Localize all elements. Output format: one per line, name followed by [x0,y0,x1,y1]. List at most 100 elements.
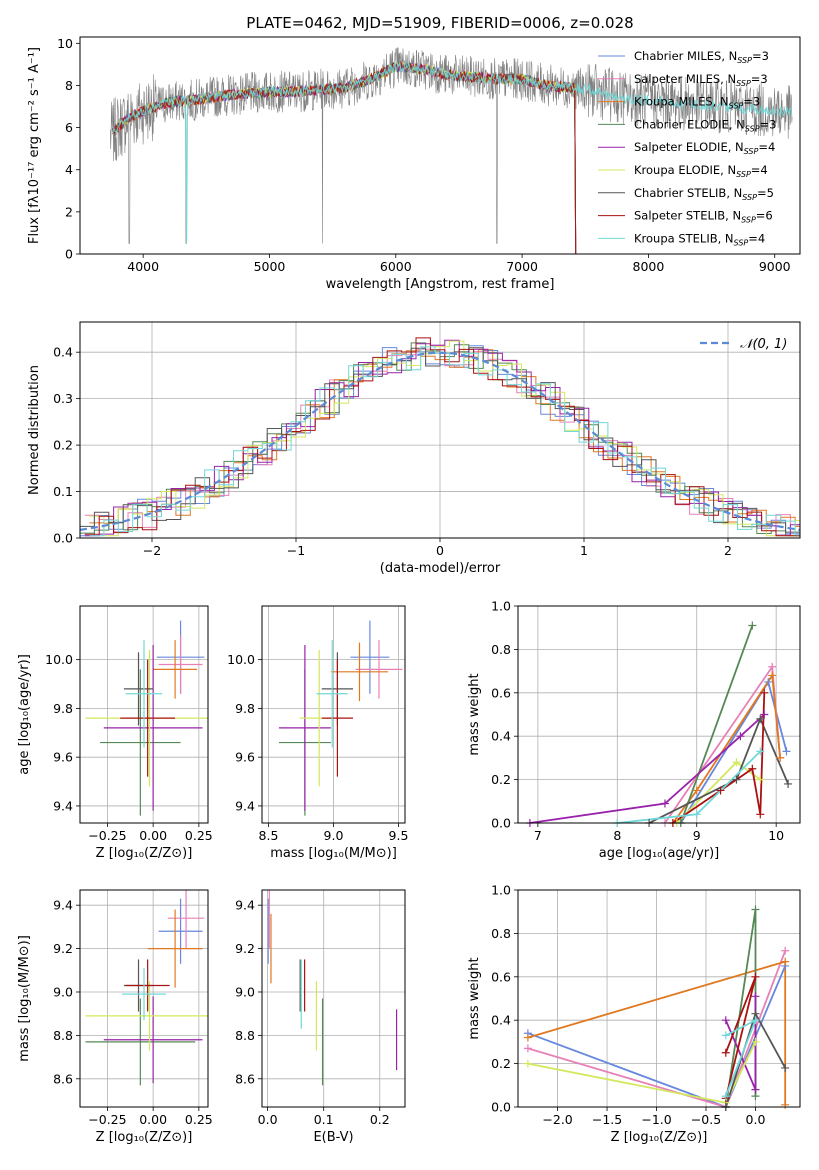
legend-nssp-value: =4 [751,163,768,177]
legend-entry: Kroupa ELODIE, NSSP=4 [634,163,768,179]
mass-weight-marker [721,1092,730,1101]
x-tick-label: −2.0 [542,1112,572,1127]
y-tick-label: 0.3 [53,391,73,406]
x-tick-label: 9.0 [324,828,344,843]
legend-model-name: Kroupa MILES, N [634,95,729,109]
legend-nssp-value: =3 [751,72,768,86]
axes-frame [79,36,801,255]
y-tick-label: 9.6 [235,750,255,765]
mass-weight-marker [751,1016,760,1025]
x-tick-label: −1.0 [641,1112,671,1127]
residual-histogram-steps [84,337,800,537]
y-tick-label: 0.2 [491,772,511,787]
legend-subscript: SSP [742,193,757,202]
y-axis-label: mass weight [467,673,482,755]
mass-weight-line [527,1041,757,1104]
y-tick-label: 8.6 [53,1071,73,1086]
y-tick-label: 0.0 [53,531,73,546]
x-tick-label: 1 [580,543,588,558]
legend-nssp-value: =3 [760,117,777,131]
x-axis-label: E(B-V) [313,1130,353,1145]
legend-subscript: SSP [729,102,744,111]
plot-area [110,47,793,254]
x-tick-label: 0.0 [746,1112,766,1127]
mass-weight-marker [760,688,769,697]
legend-nssp-value: =6 [756,209,773,223]
legend-model-name: Kroupa STELIB, N [634,231,734,245]
mass-weight-marker [721,1031,730,1040]
y-tick-label: 9.2 [53,941,73,956]
x-tick-label: 8.5 [259,828,279,843]
mass-weight-marker [721,1048,730,1057]
mass-weight-marker [523,1059,532,1068]
residual-histogram-steps [84,344,800,537]
x-tick-label: 0.2 [370,1112,390,1127]
y-tick-label: 4 [65,162,73,177]
x-tick-label: 4000 [127,259,159,274]
legend-subscript: SSP [736,79,751,88]
legend-entry: Salpeter ELODIE, NSSP=4 [634,140,775,156]
y-tick-label: 10 [57,36,73,51]
x-tick-label: 0.25 [185,1112,213,1127]
axes-frame [517,605,801,824]
y-tick-label: 1.0 [491,599,511,614]
legend-entry: Chabrier ELODIE, NSSP=3 [634,117,776,133]
y-axis-label: Flux [fλ10⁻¹⁷ erg cm⁻² s⁻¹ A⁻¹] [27,47,42,244]
legend-nssp-value: =4 [748,231,765,245]
mass-weight-marker [660,799,669,808]
axes-frame [79,605,209,824]
mass-weight-marker [732,758,741,767]
y-tick-label: 0.4 [491,1013,511,1028]
x-axis-label: wavelength [Angstrom, rest frame] [326,277,555,292]
x-tick-label: 0.00 [139,828,167,843]
y-tick-label: 0.2 [491,1056,511,1071]
legend-subscript: SSP [745,124,760,133]
mass-vs-metallicity-panel: −0.25 0.00 0.25 8.6 8.8 9.0 9.2 9.4 Z [log₁₀(Z/Z… [17,889,213,1145]
axes-frame [79,321,801,539]
y-tick-label: 8 [65,78,73,93]
x-tick-label: −1 [287,543,305,558]
y-tick-label: 9.4 [53,898,73,913]
mass-weight-marker [776,753,785,762]
weight-vs-metallicity-panel: −2.0 −1.5 −1.0 −0.5 0.0 0.0 0.2 0.4 0.6 0.8 1.0 Z [… [467,883,801,1145]
axes-frame [79,889,209,1108]
legend-subscript: SSP [737,56,752,65]
mass-weight-marker [716,786,725,795]
mass-weight-marker [768,671,777,680]
y-tick-label: 8.6 [235,1071,255,1086]
y-tick-label: 0.4 [53,345,73,360]
mass-weight-marker [768,662,777,671]
y-tick-label: 0.4 [491,729,511,744]
x-tick-label: 2 [724,543,732,558]
x-tick-label: −1.5 [592,1112,622,1127]
mass-weight-marker [751,972,760,981]
plot-area [278,620,403,816]
mass-weight-marker [736,732,745,741]
y-tick-label: 2 [65,204,73,219]
mass-vs-extinction-panel: 0.0 0.1 0.2 8.6 8.8 9.0 9.2 9.4 E(B-V) [235,889,406,1145]
mass-weight-line [648,716,789,823]
x-tick-label: −2 [143,543,161,558]
legend-model-name: Salpeter ELODIE, N [634,140,744,154]
y-tick-label: 8.8 [53,1028,73,1043]
age-vs-metallicity-panel: −0.25 0.00 0.25 9.4 9.6 9.8 10.0 Z [log₁₀(Z/Z⊙)… [17,605,213,861]
legend-model-name: Chabrier ELODIE, N [634,117,745,131]
axes-frame [261,889,406,1108]
y-tick-label: 9.4 [53,798,73,813]
legend-subscript: SSP [736,170,751,179]
x-tick-label: 8 [613,828,621,843]
legend-nssp-value: =3 [743,95,760,109]
residual-histogram-steps [84,339,800,537]
x-tick-label: 0.25 [185,828,213,843]
y-tick-label: 8.8 [235,1028,255,1043]
legend-model-name: Salpeter MILES, N [634,72,736,86]
x-axis-label: Z [log₁₀(Z/Z⊙)] [96,1130,193,1145]
mass-weight-marker [781,1063,790,1072]
x-tick-label: 0 [436,543,444,558]
x-axis-label: Z [log₁₀(Z/Z⊙)] [96,846,193,861]
mass-weight-marker [721,1016,730,1025]
plot-area [85,890,208,1086]
mass-weight-marker [692,810,701,819]
y-tick-label: 9.8 [235,701,255,716]
